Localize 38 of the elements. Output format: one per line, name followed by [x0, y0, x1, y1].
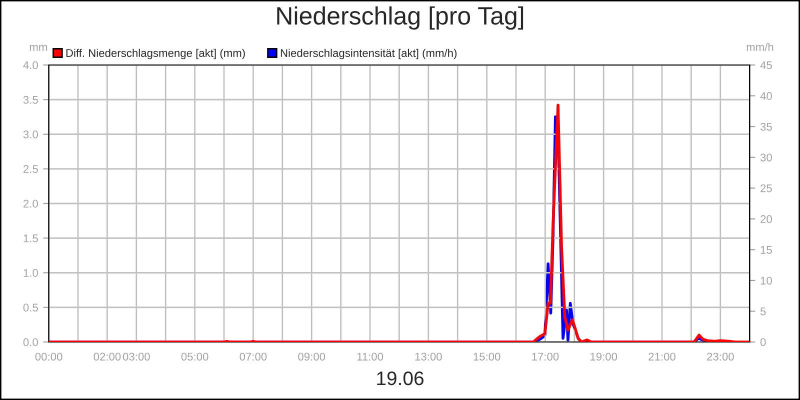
- y2-tick-label: 10: [760, 276, 772, 285]
- x-tick-label: 00:00: [35, 352, 62, 361]
- x-tick-label: 05:00: [181, 352, 208, 361]
- x-tick-label: 03:00: [122, 352, 150, 361]
- y2-tick-label: 5: [760, 308, 766, 316]
- y2-tick-label: 45: [760, 61, 772, 70]
- y-tick-label: 3.5: [23, 96, 38, 104]
- y-tick-label: 4.0: [23, 61, 38, 70]
- x-tick-label: 09:00: [298, 352, 326, 361]
- y-tick-label: 1.5: [24, 234, 38, 242]
- y-tick-label: 0.5: [23, 304, 38, 312]
- y2-tick-label: 20: [760, 215, 772, 224]
- y-axis-title: mm: [30, 44, 47, 51]
- x-tick-label: 07:00: [240, 352, 267, 361]
- y-tick-label: 2.0: [24, 200, 38, 208]
- y2-tick-label: 40: [760, 92, 772, 100]
- x-tick-label: 15:00: [474, 352, 500, 361]
- y2-tick-label: 30: [760, 154, 772, 162]
- legend-label: Diff. Niederschlagsmenge [akt] (mm): [66, 48, 245, 60]
- y-tick-label: 2.5: [24, 165, 38, 174]
- x-tick-label: 19:00: [590, 352, 618, 361]
- x-tick-label: 23:00: [707, 352, 734, 361]
- text: 19.06: [377, 371, 424, 386]
- x-tick-label: 11:00: [357, 352, 384, 361]
- y-tick-label: 1.0: [24, 269, 38, 277]
- x-tick-label: 17:00: [532, 352, 559, 361]
- x-tick-label: 02:00: [94, 352, 121, 361]
- y2-tick-label: 25: [760, 184, 772, 192]
- y2-tick-label: 35: [760, 122, 772, 131]
- y-tick-label: 0.0: [23, 338, 38, 346]
- y2-axis-title: mm/h: [746, 42, 774, 51]
- y-tick-label: 3.0: [23, 130, 38, 138]
- y2-tick-label: 0: [760, 338, 766, 346]
- chart-title: Niederschlag [pro Tag]: [277, 6, 524, 30]
- legend-label: Niederschlagsintensität [akt] (mm/h): [280, 48, 457, 60]
- x-tick-label: 21:00: [648, 352, 676, 361]
- y2-tick-label: 15: [760, 246, 772, 254]
- x-tick-label: 13:00: [415, 352, 442, 361]
